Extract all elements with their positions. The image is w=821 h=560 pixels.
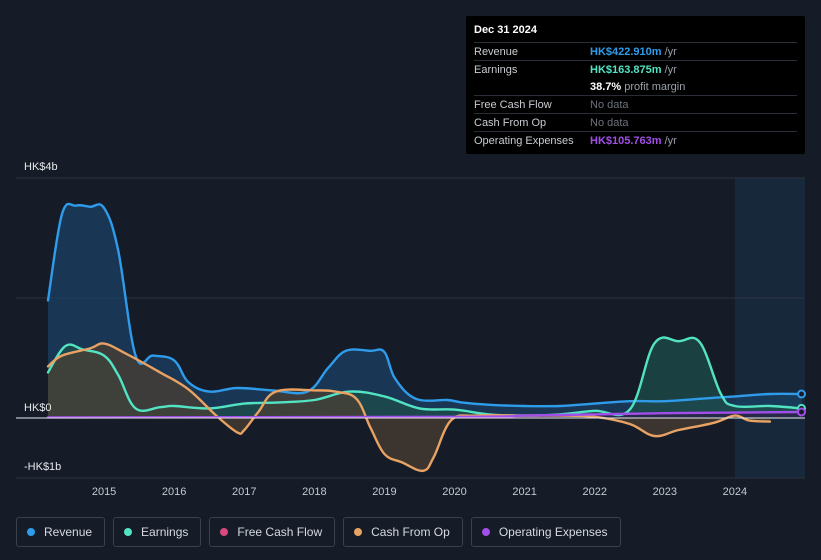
legend-label: Cash From Op xyxy=(371,525,450,539)
tooltip-row: Free Cash Flow No data xyxy=(474,95,797,113)
x-tick-2021: 2021 xyxy=(512,486,536,498)
legend-label: Free Cash Flow xyxy=(237,525,323,539)
chart-area: HK$4b HK$0 -HK$1b 2015 2016 2017 2018 2019 2020 2… xyxy=(16,161,806,498)
tooltip-row: Operating Expenses HK$105.763m/yr xyxy=(474,131,797,149)
y-axis-label-1: HK$0 xyxy=(24,402,52,414)
legend-item-earnings[interactable]: Earnings xyxy=(113,517,202,547)
operating-expenses-line xyxy=(46,410,803,419)
revenue-line xyxy=(46,202,803,408)
forecast-region xyxy=(734,178,805,478)
x-tick-2017: 2017 xyxy=(232,486,256,498)
tooltip-row-label: Earnings xyxy=(474,63,518,76)
legend-item-cash-from-op[interactable]: Cash From Op xyxy=(343,517,463,547)
x-tick-2023: 2023 xyxy=(653,486,677,498)
legend-label: Operating Expenses xyxy=(498,525,608,539)
legend-dot-icon xyxy=(354,528,363,536)
tooltip-row: 38.7% profit margin xyxy=(474,78,797,95)
x-tick-2022: 2022 xyxy=(582,486,606,498)
tooltip-row: Cash From Op No data xyxy=(474,113,797,131)
x-tick-2018: 2018 xyxy=(302,486,326,498)
cash-from-op-line xyxy=(46,342,772,473)
earnings-line xyxy=(46,336,803,417)
chart-legend: Revenue Earnings Free Cash Flow Cash From O… xyxy=(16,517,629,547)
tooltip-row-unit: /yr xyxy=(664,45,677,58)
tooltip-row-value: HK$105.763m xyxy=(590,134,662,147)
tooltip-row-value: No data xyxy=(590,98,629,111)
x-tick-2024: 2024 xyxy=(723,486,747,498)
tooltip-row-value: No data xyxy=(590,116,629,129)
legend-dot-icon xyxy=(124,528,133,536)
legend-label: Revenue xyxy=(44,525,93,539)
data-tooltip: Dec 31 2024 Revenue HK$422.910m/yr Earning… xyxy=(466,16,805,154)
legend-item-revenue[interactable]: Revenue xyxy=(16,517,106,547)
tooltip-row-label: Operating Expenses xyxy=(474,134,574,147)
legend-item-free-cash-flow[interactable]: Free Cash Flow xyxy=(209,517,336,547)
tooltip-row-value: HK$163.875m xyxy=(590,63,662,76)
legend-dot-icon xyxy=(481,528,490,536)
tooltip-row: Earnings HK$163.875m/yr xyxy=(474,60,797,78)
operating-expenses-area xyxy=(48,412,802,418)
tooltip-rows: Revenue HK$422.910m/yr Earnings HK$163.875m… xyxy=(474,42,797,149)
operating-expenses-endpoint xyxy=(796,407,806,417)
tooltip-row-label: Revenue xyxy=(474,45,519,58)
tooltip-row-value: HK$422.910m xyxy=(590,45,662,58)
tooltip-row: Revenue HK$422.910m/yr xyxy=(474,42,797,60)
tooltip-row-value: 38.7% xyxy=(590,80,622,93)
legend-dot-icon xyxy=(220,528,229,536)
tooltip-date: Dec 31 2024 xyxy=(474,24,537,36)
revenue-endpoint xyxy=(796,389,806,399)
y-axis-label-0: HK$4b xyxy=(24,161,58,173)
y-axis-label-2: -HK$1b xyxy=(24,461,61,473)
tooltip-row-unit: profit margin xyxy=(624,80,686,93)
tooltip-row-unit: /yr xyxy=(664,134,677,147)
legend-label: Earnings xyxy=(141,525,189,539)
x-tick-2019: 2019 xyxy=(372,486,396,498)
x-tick-2016: 2016 xyxy=(162,486,186,498)
tooltip-row-unit: /yr xyxy=(664,63,677,76)
legend-item-operating-expenses[interactable]: Operating Expenses xyxy=(470,517,621,547)
x-tick-2020: 2020 xyxy=(442,486,466,498)
tooltip-row-label: Free Cash Flow xyxy=(474,98,552,111)
legend-dot-icon xyxy=(27,528,35,536)
tooltip-row-label: Cash From Op xyxy=(474,116,547,129)
x-tick-2015: 2015 xyxy=(92,486,116,498)
